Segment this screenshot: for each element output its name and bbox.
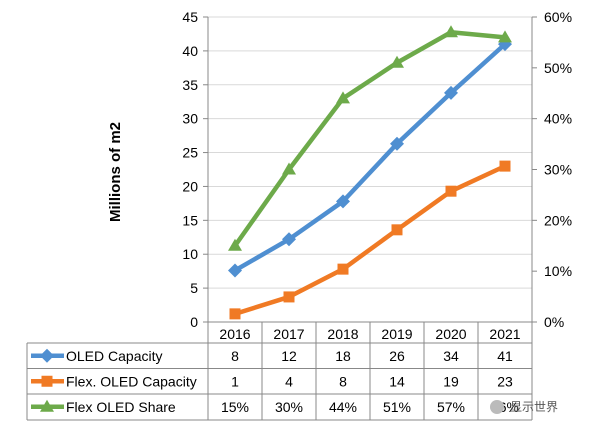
table-cell-value: 51%	[383, 399, 411, 415]
watermark-logo-icon	[490, 400, 504, 414]
y-tick-label: 30	[182, 111, 198, 127]
y-tick-label: 25	[182, 145, 198, 161]
series-line	[233, 30, 506, 248]
legend-series-name: Flex OLED Share	[66, 399, 176, 415]
table-cell-value: 26	[389, 348, 405, 364]
y2-tick-label: 20%	[544, 212, 572, 228]
y2-tick-label: 60%	[544, 9, 572, 25]
table-cell-value: 8	[339, 373, 347, 389]
table-cell-value: 41	[497, 348, 513, 364]
table-cell-value: 4	[285, 373, 293, 389]
y2-tick-label: 40%	[544, 111, 572, 127]
y-tick-label: 40	[182, 43, 198, 59]
table-cell-value: 23	[497, 373, 513, 389]
data-point-square	[41, 375, 53, 387]
watermark-text: 显示世界	[510, 400, 558, 414]
data-point-diamond	[228, 263, 242, 278]
table-cell-value: 15%	[221, 399, 249, 415]
table-cell-value: 19	[443, 373, 459, 389]
data-point-triangle	[228, 238, 242, 251]
y-tick-label: 35	[182, 77, 198, 93]
legend-series-name: Flex. OLED Capacity	[66, 373, 197, 389]
watermark: 显示世界	[490, 400, 558, 414]
data-point-triangle	[40, 399, 54, 412]
x-category-label: 2018	[327, 326, 358, 342]
data-point-diamond	[390, 136, 404, 151]
data-point-square	[229, 308, 241, 320]
table-cell-value: 8	[231, 348, 239, 364]
table-cell-value: 18	[335, 348, 351, 364]
table-cell-value: 57%	[437, 399, 465, 415]
y-tick-label: 45	[182, 9, 198, 25]
series-line	[233, 42, 507, 273]
table-cell-value: 34	[443, 348, 459, 364]
series-lines	[228, 25, 512, 320]
table-cell-value: 44%	[329, 399, 357, 415]
data-point-diamond	[282, 232, 296, 247]
y2-tick-label: 30%	[544, 162, 572, 178]
legend-series-name: OLED Capacity	[66, 348, 162, 364]
y-axis-title: Millions of m2	[107, 122, 124, 222]
y-tick-label: 20	[182, 178, 198, 194]
y2-axis-ticks: 0% 10% 20% 30% 40% 50% 60%	[544, 9, 572, 330]
data-point-triangle	[498, 30, 512, 43]
data-point-square	[445, 185, 457, 197]
x-category-label: 2019	[381, 326, 412, 342]
data-point-diamond	[336, 194, 350, 209]
data-point-square	[499, 160, 511, 172]
data-point-diamond	[40, 348, 54, 363]
y-axis-ticks: 0 5 10 15 20 25 30 35 40 45	[182, 9, 198, 330]
series-line	[234, 164, 506, 317]
x-category-label: 2021	[489, 326, 520, 342]
table-cell-value: 12	[281, 348, 297, 364]
y2-tick-label: 0%	[544, 314, 564, 330]
data-point-diamond	[444, 85, 458, 100]
y-tick-label: 15	[182, 212, 198, 228]
data-point-square	[337, 263, 349, 275]
data-point-square	[391, 224, 403, 236]
data-point-triangle	[336, 91, 350, 104]
data-point-triangle	[282, 162, 296, 175]
y-tick-label: 5	[190, 280, 198, 296]
y2-tick-label: 10%	[544, 263, 572, 279]
x-category-label: 2016	[219, 326, 250, 342]
x-category-label: 2017	[273, 326, 304, 342]
data-point-triangle	[390, 55, 404, 68]
table-cell-value: 1	[231, 373, 239, 389]
table-cell-value: 14	[389, 373, 405, 389]
y-tick-label: 10	[182, 246, 198, 262]
y-tick-label: 0	[190, 314, 198, 330]
data-point-square	[283, 291, 295, 303]
x-category-label: 2020	[435, 326, 466, 342]
y2-tick-label: 50%	[544, 60, 572, 76]
table-cell-value: 30%	[275, 399, 303, 415]
data-point-triangle	[444, 25, 458, 38]
